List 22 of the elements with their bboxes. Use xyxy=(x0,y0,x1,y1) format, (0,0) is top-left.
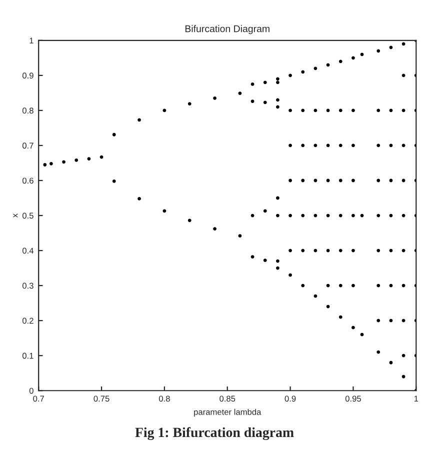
y-tick-label: 0.9 xyxy=(22,72,34,79)
x-tick-label: 0.8 xyxy=(158,396,170,402)
y-tick-label: 0.6 xyxy=(22,178,34,184)
y-tick-label: 0.7 xyxy=(22,142,34,149)
y-tick-label: 0.3 xyxy=(22,282,34,289)
y-tick-label: 0.8 xyxy=(22,108,34,114)
y-tick-label: 0.5 xyxy=(22,212,34,219)
x-axis-title: parameter lambda xyxy=(194,408,262,417)
x-tick-label: 0.9 xyxy=(284,396,296,402)
x-tick-label: 0.75 xyxy=(94,396,110,402)
y-tick-label: 0.2 xyxy=(22,318,34,324)
x-tick-label: 0.85 xyxy=(220,396,236,402)
x-tick-label: 1 xyxy=(414,396,418,402)
y-tick-label: 0 xyxy=(29,388,34,394)
y-axis-title: x xyxy=(13,214,18,218)
y-tick-label: 1 xyxy=(30,38,34,44)
y-tick-label: 0.4 xyxy=(22,248,34,254)
caption: Fig 1: Bifurcation diagram xyxy=(135,427,294,440)
x-tick-label: 0.95 xyxy=(345,396,361,402)
chart-title: Bifurcation Diagram xyxy=(185,25,270,34)
x-tick-label: 0.7 xyxy=(33,396,44,402)
y-tick-label: 0.1 xyxy=(22,352,34,359)
